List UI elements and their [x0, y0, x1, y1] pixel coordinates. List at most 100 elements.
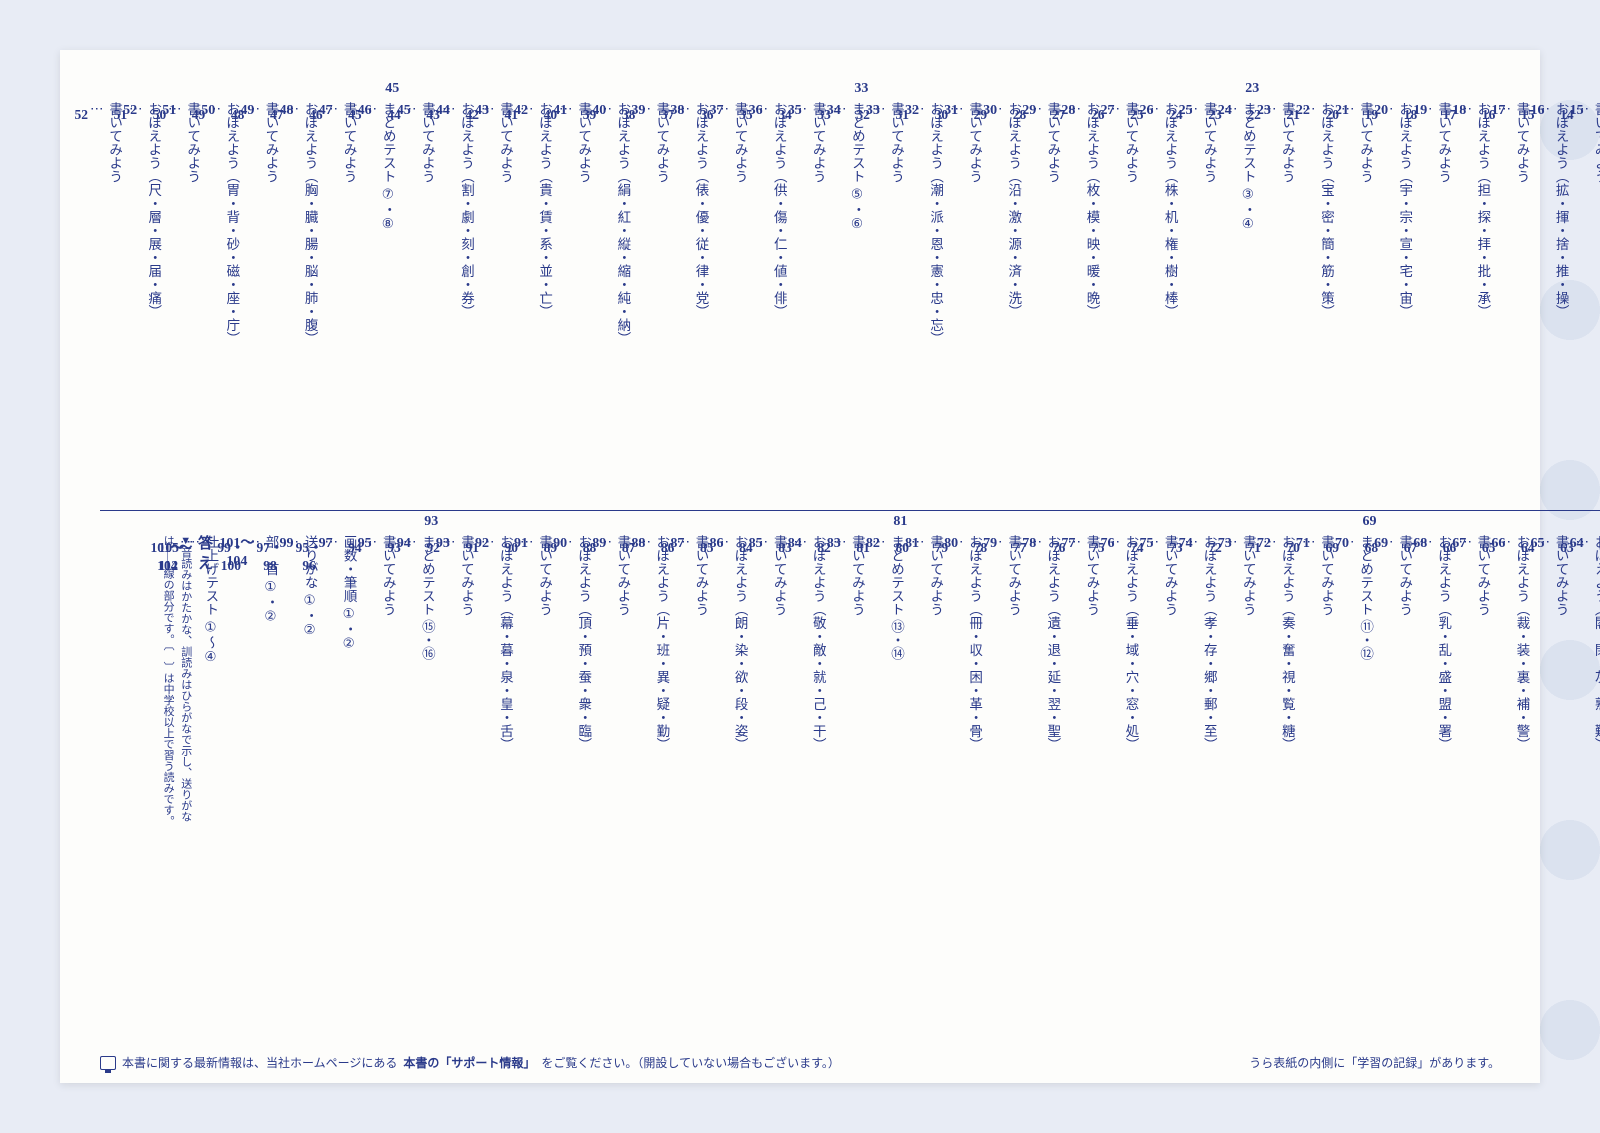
toc-entry: 78書いてみよう⋮78	[999, 535, 1036, 915]
toc-section-2: 53おぼえよう（降・除・障・陛・幼）⋮5354書いてみよう⋮5455おぼえよう（…	[100, 535, 1600, 915]
entry-number: 28	[1061, 102, 1075, 122]
entry-title: おぼえよう（垂・域・穴・窓・処）	[1122, 535, 1140, 751]
entry-title: 送りがな ①・②	[301, 535, 319, 638]
computer-icon	[100, 1056, 116, 1070]
entry-title: 書いてみよう	[106, 102, 124, 183]
footer-right: うら表紙の内側に「学習の記録」があります。	[1249, 1054, 1500, 1071]
toc-entry: 40書いてみよう⋮40	[569, 102, 606, 482]
entry-number: 24	[1218, 102, 1232, 122]
toc-entry: 82書いてみよう⋮82	[843, 535, 880, 915]
entry-number: 39	[631, 102, 645, 122]
toc-entry: 51おぼえよう（尺・層・展・届・痛）⋮51	[139, 102, 176, 482]
entry-title: 部 首 ①・②	[262, 535, 280, 624]
answer-page: 105〜112	[159, 539, 179, 574]
entry-title: おぼえよう（遺・退・延・翌・聖）	[1044, 535, 1062, 751]
entry-number: 35	[788, 102, 802, 122]
entry-number: 74	[1179, 535, 1193, 555]
entry-number: 91	[514, 535, 528, 555]
footer-left: 本書に関する最新情報は、当社ホームページにある 本書の「サポート情報」 をご覧く…	[100, 1054, 840, 1071]
entry-number: 18	[1452, 102, 1466, 122]
toc-entry: 97送りがな ①・②⋮97・98	[295, 535, 332, 915]
entry-title: まとめテスト ⑪・⑫	[1357, 535, 1375, 660]
entry-title: 書いてみよう	[1005, 535, 1023, 616]
entry-number: 72	[1257, 535, 1271, 555]
entry-title: 書いてみよう	[927, 535, 945, 616]
entry-top-number: 93	[424, 513, 438, 531]
entry-title: おぼえよう（閣・閉・灰・熟・難）	[1591, 535, 1600, 751]
entry-number: 45	[397, 102, 411, 122]
entry-title: おぼえよう（胃・背・砂・磁・座・庁）	[223, 102, 241, 345]
entry-title: 書いてみよう	[809, 102, 827, 183]
entry-title: 書いてみよう	[1317, 535, 1335, 616]
toc-entry: 86書いてみよう⋮86	[686, 535, 723, 915]
toc-entry: 87おぼえよう（片・班・異・疑・勤）⋮87	[647, 535, 684, 915]
toc-entry: 6969まとめテスト ⑪・⑫⋮69	[1351, 535, 1388, 915]
entry-number: 43	[475, 102, 489, 122]
entry-title: 書いてみよう	[614, 535, 632, 616]
entry-top-number: 33	[854, 80, 868, 98]
entry-number: 25	[1179, 102, 1193, 122]
toc-entry: 99部 首 ①・②⋮99・100	[256, 535, 293, 915]
toc-entry: 65おぼえよう（裁・装・裏・補・警）⋮65	[1507, 535, 1544, 915]
entry-title: 書いてみよう	[1122, 102, 1140, 183]
toc-entry: 30書いてみよう⋮30	[960, 102, 997, 482]
toc-entry: 34書いてみよう⋮34	[804, 102, 841, 482]
toc-entry: 24書いてみよう⋮24	[1195, 102, 1232, 482]
toc-entry: 70書いてみよう⋮70	[1312, 535, 1349, 915]
entry-title: 書いてみよう	[1396, 535, 1414, 616]
toc-entry: 64書いてみよう⋮64	[1546, 535, 1583, 915]
toc-entry: 89おぼえよう（頂・預・蚕・衆・臨）⋮89	[569, 535, 606, 915]
entry-title: 書いてみよう	[1357, 102, 1375, 183]
toc-entry: 77おぼえよう（遺・退・延・翌・聖）⋮77	[1038, 535, 1075, 915]
toc-entry: 9393まとめテスト ⑮・⑯⋮93	[413, 535, 450, 915]
toc-entry: 32書いてみよう⋮32	[882, 102, 919, 482]
entry-title: おぼえよう（担・探・拝・批・承）	[1474, 102, 1492, 318]
entry-title: おぼえよう（孝・存・郷・郵・至）	[1200, 535, 1218, 751]
entry-title: おぼえよう（割・劇・刻・創・券）	[457, 102, 475, 318]
entry-title: 書いてみよう	[731, 102, 749, 183]
entry-number: 21	[1335, 102, 1349, 122]
entry-title: 書いてみよう	[1278, 102, 1296, 183]
entry-title: 書いてみよう	[496, 102, 514, 183]
entry-title: 書いてみよう	[184, 102, 202, 183]
toc-entry: 71おぼえよう（奏・奮・視・覧・糖）⋮71	[1273, 535, 1310, 915]
toc-entry: 85おぼえよう（朗・染・欲・段・姿）⋮85	[726, 535, 763, 915]
page-paper: 1〜41〜45年の復習 ①〜④⋮1〜45おぼえよう（誤・詞・誌・諸・誠）⋮56書…	[60, 50, 1540, 1083]
entry-top-number: 81	[893, 513, 907, 531]
toc-entry: 42書いてみよう⋮42	[491, 102, 528, 482]
entry-number: 85	[749, 535, 763, 555]
entry-title: まとめテスト ③・④	[1239, 102, 1257, 232]
toc-entry: 101〜104仕上げテスト ①〜④⋮101〜104	[217, 535, 254, 915]
entry-number: 46	[358, 102, 372, 122]
entry-number: 89	[592, 535, 606, 555]
toc-entry: 35おぼえよう（供・傷・仁・値・俳）⋮35	[765, 102, 802, 482]
toc-entry: 20書いてみよう⋮20	[1351, 102, 1388, 482]
entry-title: おぼえよう（胸・臓・腸・脳・肺・腹）	[301, 102, 319, 345]
toc-entry: 68書いてみよう⋮68	[1390, 535, 1427, 915]
entry-title: おぼえよう（絹・紅・縦・縮・純・納）	[614, 102, 632, 345]
entry-number: 47	[319, 102, 333, 122]
entry-number: 78	[1022, 535, 1036, 555]
toc-entry: 73おぼえよう（孝・存・郷・郵・至）⋮73	[1195, 535, 1232, 915]
toc-entry: 47おぼえよう（胸・臓・腸・脳・肺・腹）⋮47	[295, 102, 332, 482]
entry-title: おぼえよう（片・班・異・疑・勤）	[653, 535, 671, 751]
entry-number: 48	[279, 102, 293, 122]
toc-entry: 84書いてみよう⋮84	[765, 535, 802, 915]
entry-number: 71	[1296, 535, 1310, 555]
toc-entry: 26書いてみよう⋮26	[1116, 102, 1153, 482]
answer-label: 答 え	[196, 535, 216, 574]
entry-number: 51	[162, 102, 176, 122]
toc-entry: 22書いてみよう⋮22	[1273, 102, 1310, 482]
entry-title: 書いてみよう	[1083, 535, 1101, 616]
entry-title: おぼえよう（乳・乱・盛・盟・署）	[1435, 535, 1453, 751]
entry-title: おぼえよう（幕・暮・泉・皇・舌）	[496, 535, 514, 751]
entry-number: 76	[1100, 535, 1114, 555]
footer-text-1: 本書に関する最新情報は、当社ホームページにある	[122, 1054, 397, 1071]
entry-title: 書いてみよう	[1435, 102, 1453, 183]
toc-entry: 95画数・筆順 ①・②⋮95・96	[335, 535, 372, 915]
entry-number: 34	[827, 102, 841, 122]
entry-number: 84	[788, 535, 802, 555]
entry-title: 書いてみよう	[1044, 102, 1062, 183]
entry-title: おぼえよう（枚・模・映・暖・晩）	[1083, 102, 1101, 318]
toc-entry: 80書いてみよう⋮80	[921, 535, 958, 915]
